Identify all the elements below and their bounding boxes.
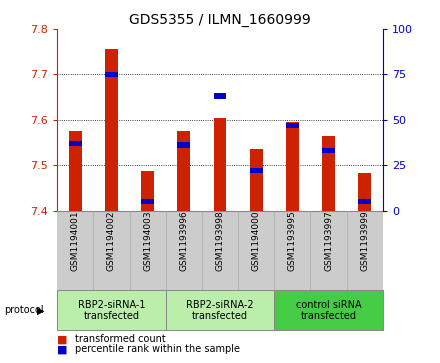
Bar [141, 171, 154, 211]
Text: control siRNA
transfected: control siRNA transfected [296, 299, 361, 321]
Bar [359, 173, 371, 211]
Text: protocol: protocol [4, 305, 44, 315]
Bar [322, 136, 335, 211]
Bar [177, 143, 190, 148]
Bar [214, 118, 226, 211]
Bar [250, 149, 263, 211]
Text: percentile rank within the sample: percentile rank within the sample [75, 344, 240, 354]
Title: GDS5355 / ILMN_1660999: GDS5355 / ILMN_1660999 [129, 13, 311, 26]
Bar [141, 199, 154, 204]
Text: transformed count: transformed count [75, 334, 165, 344]
Bar [105, 72, 118, 77]
Text: RBP2-siRNA-2
transfected: RBP2-siRNA-2 transfected [186, 299, 254, 321]
Bar [105, 49, 118, 211]
Bar [69, 141, 82, 146]
Bar [359, 199, 371, 204]
Text: ■: ■ [57, 334, 68, 344]
Bar [69, 131, 82, 211]
Text: ▶: ▶ [37, 305, 45, 315]
Text: ■: ■ [57, 344, 68, 354]
Bar [250, 168, 263, 173]
Bar [214, 94, 226, 99]
Bar [286, 123, 299, 128]
Bar [286, 122, 299, 211]
Bar [177, 131, 190, 211]
Bar [322, 148, 335, 153]
Text: RBP2-siRNA-1
transfected: RBP2-siRNA-1 transfected [78, 299, 145, 321]
